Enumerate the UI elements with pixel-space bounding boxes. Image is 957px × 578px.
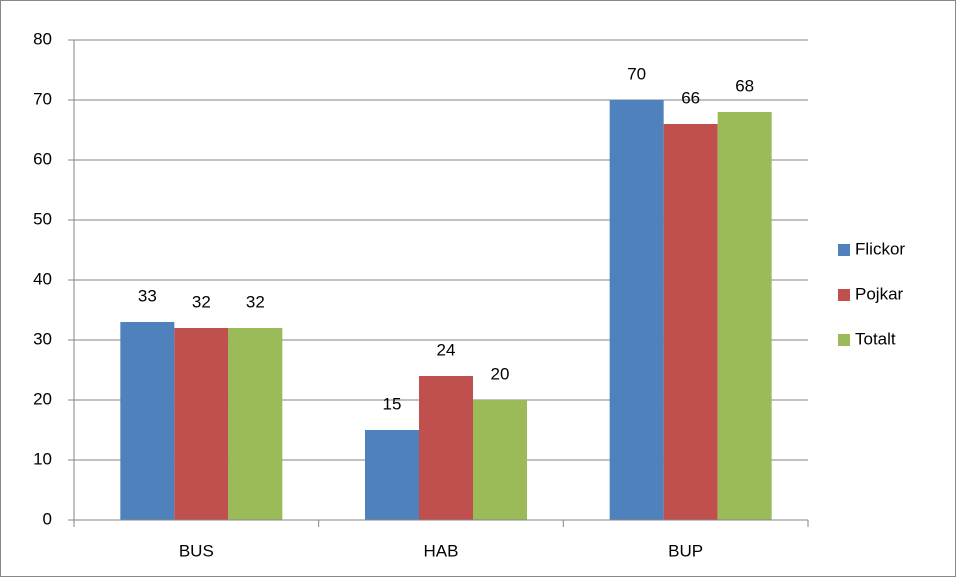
bar — [717, 112, 772, 520]
legend-label: Flickor — [855, 239, 905, 258]
bar — [419, 376, 473, 520]
y-tick-label: 30 — [33, 329, 52, 348]
bar — [120, 322, 175, 520]
y-tick-label: 10 — [33, 449, 52, 468]
legend-swatch — [838, 289, 850, 301]
bar — [473, 400, 527, 520]
legend-label: Totalt — [855, 329, 896, 348]
data-label: 32 — [246, 292, 265, 311]
data-label: 68 — [735, 76, 754, 95]
y-tick-label: 70 — [33, 89, 52, 108]
data-label: 32 — [192, 292, 211, 311]
data-label: 33 — [138, 286, 157, 305]
y-tick-label: 60 — [33, 149, 52, 168]
data-label: 70 — [627, 64, 646, 83]
x-tick-label: HAB — [424, 541, 459, 560]
legend-swatch — [838, 244, 850, 256]
data-label: 15 — [383, 394, 402, 413]
bar — [228, 328, 283, 520]
data-label: 20 — [491, 364, 510, 383]
y-tick-label: 50 — [33, 209, 52, 228]
y-tick-label: 40 — [33, 269, 52, 288]
bar — [365, 430, 419, 520]
y-tick-label: 0 — [43, 509, 52, 528]
data-label: 24 — [437, 340, 456, 359]
legend-swatch — [838, 334, 850, 346]
bar — [609, 100, 664, 520]
data-label: 66 — [681, 88, 700, 107]
bar — [174, 328, 229, 520]
y-tick-label: 80 — [33, 29, 52, 48]
x-tick-label: BUS — [179, 541, 214, 560]
bar — [663, 124, 718, 520]
x-tick-label: BUP — [668, 541, 703, 560]
legend-label: Pojkar — [855, 284, 904, 303]
y-tick-label: 20 — [33, 389, 52, 408]
